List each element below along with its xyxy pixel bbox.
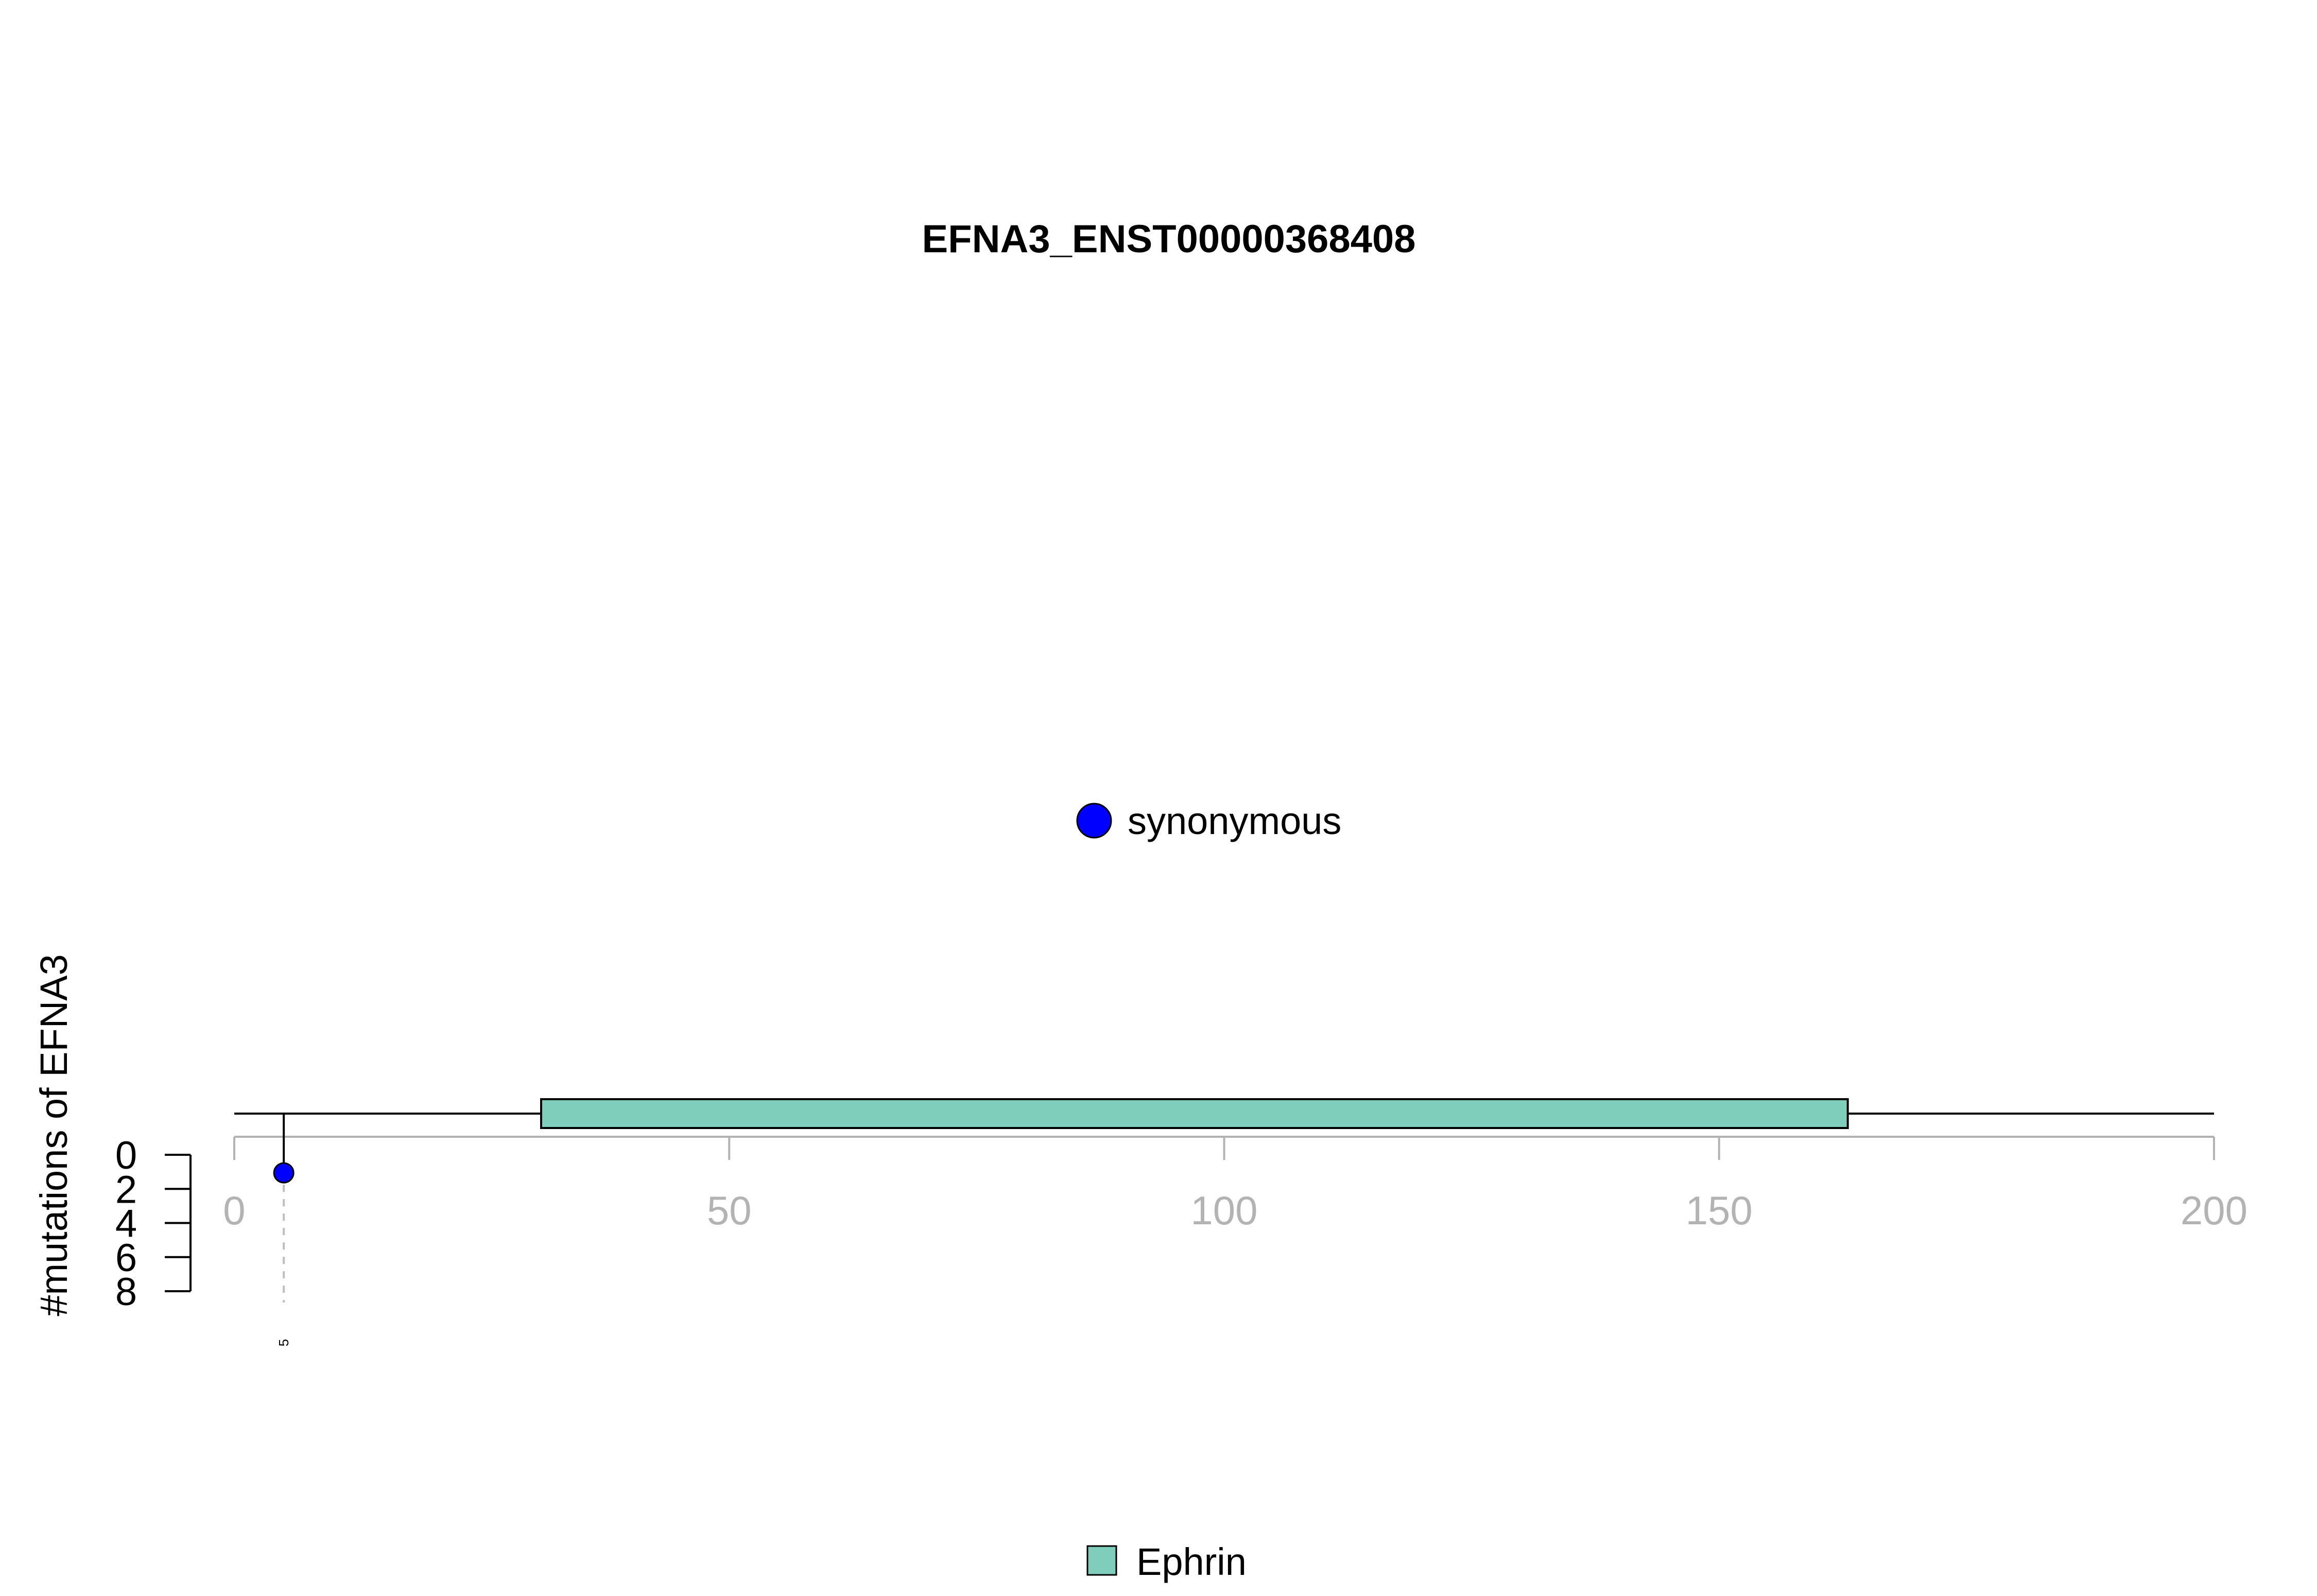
- x-tick-label-100: 100: [1190, 1188, 1257, 1233]
- mutation-legend-label: synonymous: [1128, 800, 1341, 842]
- y-tick-label-2: 2: [115, 1168, 137, 1211]
- x-tick-label-200: 200: [2181, 1188, 2247, 1233]
- y-tick-label-0: 0: [115, 1134, 137, 1177]
- domain-legend: Ephrin: [1086, 1540, 1247, 1583]
- mutation-legend-swatch-synonymous: [1076, 803, 1112, 839]
- x-tick-label-50: 50: [707, 1188, 752, 1233]
- x-tick-label-150: 150: [1686, 1188, 1753, 1233]
- y-axis-title: #mutations of EFNA3: [32, 954, 75, 1316]
- mutation-point-5: [273, 1162, 295, 1184]
- x-tick-label-0: 0: [223, 1188, 245, 1233]
- domain-legend-label: Ephrin: [1136, 1540, 1247, 1583]
- chart-title: EFNA3_ENST00000368408: [922, 217, 1415, 261]
- domain-legend-swatch-ephrin: [1086, 1545, 1117, 1576]
- y-tick-label-4: 4: [115, 1202, 137, 1246]
- mutation-legend: synonymous: [1076, 800, 1341, 842]
- y-tick-label-6: 6: [115, 1236, 137, 1280]
- domain-ephrin: [540, 1098, 1849, 1129]
- mutation-label-5: 5: [276, 1339, 291, 1346]
- y-tick-label-8: 8: [115, 1270, 137, 1314]
